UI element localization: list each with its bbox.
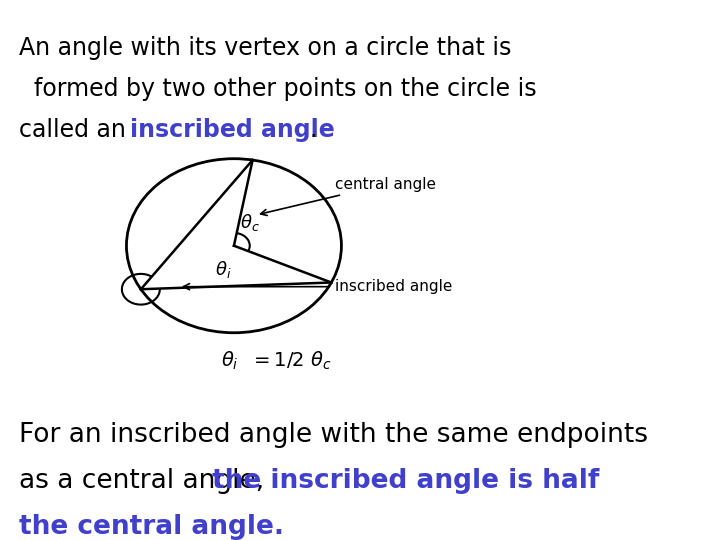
Text: $\theta_i$: $\theta_i$ bbox=[215, 259, 231, 280]
Text: .: . bbox=[310, 118, 318, 141]
Text: $\theta_c$: $\theta_c$ bbox=[240, 212, 260, 233]
Text: central angle: central angle bbox=[261, 177, 436, 215]
Text: An angle with its vertex on a circle that is: An angle with its vertex on a circle tha… bbox=[19, 36, 511, 60]
Text: as a central angle,: as a central angle, bbox=[19, 468, 273, 495]
Text: formed by two other points on the circle is: formed by two other points on the circle… bbox=[19, 77, 536, 101]
Text: inscribed angle: inscribed angle bbox=[130, 118, 334, 141]
Text: called an: called an bbox=[19, 118, 133, 141]
Text: the inscribed angle is half: the inscribed angle is half bbox=[212, 468, 599, 495]
Text: $\theta_i$  $= 1/2\ \theta_c$: $\theta_i$ $= 1/2\ \theta_c$ bbox=[221, 350, 332, 372]
Text: the central angle.: the central angle. bbox=[19, 515, 284, 540]
Text: inscribed angle: inscribed angle bbox=[184, 279, 452, 294]
Text: For an inscribed angle with the same endpoints: For an inscribed angle with the same end… bbox=[19, 422, 648, 448]
